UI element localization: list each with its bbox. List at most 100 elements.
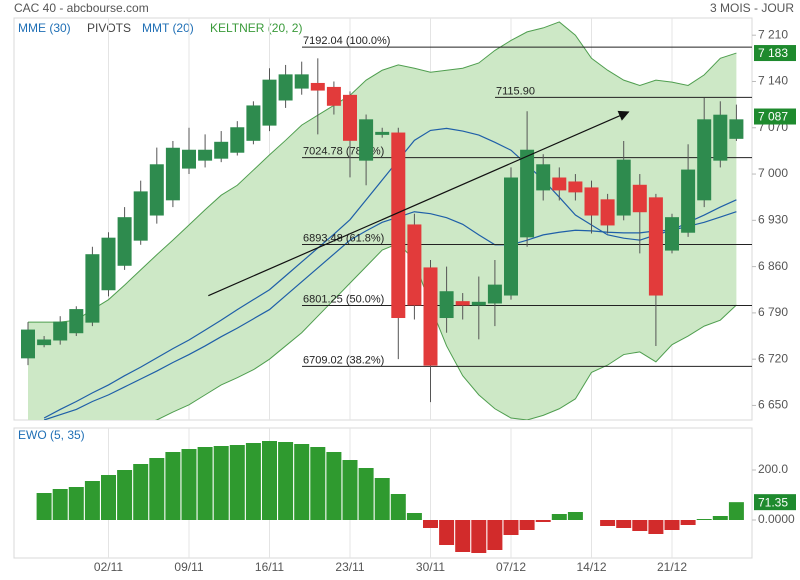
candle-body — [407, 224, 422, 306]
candle-body — [471, 301, 486, 306]
x-tick-label: 14/12 — [576, 560, 606, 574]
candle-body — [198, 149, 213, 161]
ewo-bar — [278, 442, 294, 520]
y-tick-label: 6 930 — [758, 212, 788, 226]
ewo-bar — [567, 512, 583, 520]
candle-body — [681, 169, 696, 233]
x-tick-label: 09/11 — [174, 560, 203, 574]
ewo-bar — [696, 519, 712, 520]
ewo-bar — [728, 502, 744, 520]
ewo-bar — [165, 452, 181, 520]
ewo-bar — [229, 445, 245, 520]
y-tick-label: 200.0 — [758, 462, 788, 476]
ewo-bar — [84, 481, 100, 520]
ewo-bar — [406, 513, 422, 520]
candle-body — [21, 329, 35, 359]
ewo-bar — [487, 520, 503, 550]
legend-entry: MME (30) — [18, 21, 71, 35]
ewo-bar — [326, 452, 342, 520]
candle-body — [584, 187, 599, 216]
candle-body — [359, 119, 374, 161]
candle-body — [326, 86, 341, 106]
ewo-bar — [245, 443, 261, 520]
ewo-bar — [181, 449, 197, 520]
candle-body — [423, 267, 438, 366]
ewo-bar — [36, 493, 52, 520]
ewo-bar — [648, 520, 664, 534]
ewo-bar — [197, 447, 213, 520]
candle-body — [165, 147, 180, 201]
chart-title: CAC 40 - abcbourse.com — [14, 1, 149, 15]
candle-body — [616, 159, 631, 216]
ewo-bar — [358, 468, 374, 520]
ewo-bar — [213, 446, 229, 520]
candle-body — [375, 131, 390, 135]
ewo-bar — [503, 520, 519, 535]
ewo-bar — [680, 520, 696, 525]
candle-body — [214, 141, 229, 159]
trendline — [208, 110, 630, 297]
candle-body — [568, 181, 583, 193]
chart-subtitle: 3 MOIS - JOUR — [710, 1, 794, 15]
candle-body — [487, 284, 502, 304]
x-tick-label: 21/12 — [657, 560, 687, 574]
candle-body — [37, 339, 52, 346]
y-tick-label: 6 790 — [758, 305, 788, 319]
candle-body — [455, 301, 470, 306]
candle-body — [294, 74, 309, 89]
ewo-bar — [664, 520, 680, 530]
ewo-title: EWO (5, 35) — [18, 428, 85, 442]
ewo-bar — [551, 514, 567, 520]
ewo-bar — [455, 520, 471, 552]
candle-body — [262, 79, 277, 126]
x-tick-label: 23/11 — [335, 560, 364, 574]
ewo-bar — [439, 520, 455, 545]
pivot-label: 6709.02 (38.2%) — [303, 354, 384, 366]
ewo-bar — [294, 444, 310, 520]
candle-body — [182, 149, 196, 169]
ewo-badge-label: 71.35 — [758, 495, 788, 509]
keltner-lower — [154, 242, 737, 420]
price-badge-label: 7 087 — [758, 110, 788, 124]
candle-body — [713, 114, 728, 161]
candle-body — [310, 82, 325, 91]
candle-body — [391, 132, 406, 319]
ewo-bar — [423, 520, 438, 528]
candle-body — [648, 197, 663, 296]
candle-body — [632, 184, 647, 213]
candle-body — [230, 127, 245, 153]
candle-body — [133, 191, 148, 241]
x-tick-label: 02/11 — [94, 560, 123, 574]
y-tick-label: 0.0000 — [758, 512, 795, 526]
price-badge-label: 7 183 — [758, 46, 788, 60]
ewo-bar — [342, 460, 358, 520]
ewo-bar — [519, 520, 535, 530]
y-tick-label: 6 860 — [758, 259, 788, 273]
pivot-label: 7115.90 — [496, 85, 535, 97]
x-tick-label: 16/11 — [255, 560, 284, 574]
ewo-plot — [36, 441, 744, 553]
legend-entry: KELTNER (20, 2) — [210, 21, 302, 35]
ewo-bar — [52, 489, 68, 520]
price-badge — [754, 45, 796, 62]
candle-body — [85, 254, 100, 323]
ewo-bar — [390, 494, 406, 520]
candle-body — [69, 309, 84, 334]
ewo-badge — [754, 494, 796, 511]
moving-average-line — [43, 211, 737, 420]
candle-body — [278, 74, 293, 101]
candle-body — [729, 119, 744, 139]
candle-body — [552, 177, 567, 191]
ewo-bar — [117, 470, 133, 520]
y-tick-label: 7 000 — [758, 166, 788, 180]
ewo-bar — [632, 520, 648, 531]
candle-body — [600, 199, 615, 226]
y-tick-label: 7 140 — [758, 74, 788, 88]
ewo-bar — [133, 464, 149, 520]
candle-body — [343, 94, 357, 141]
x-tick-label: 30/11 — [416, 560, 445, 574]
x-tick-label: 07/12 — [496, 560, 526, 574]
